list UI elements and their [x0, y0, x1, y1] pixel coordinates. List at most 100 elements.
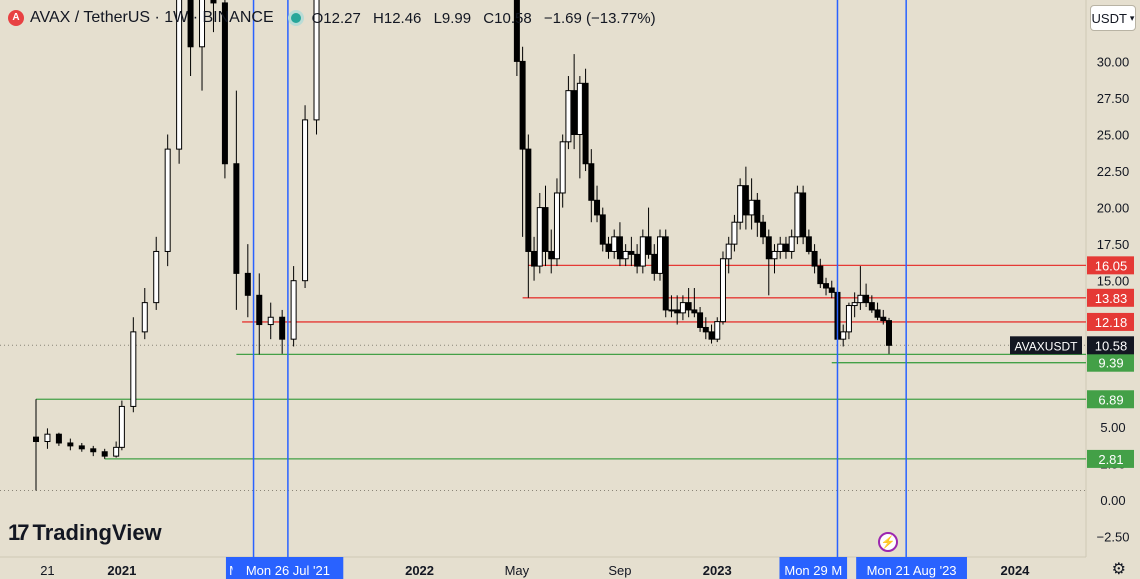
- candle-body: [719, 258, 726, 323]
- candle-body: [794, 192, 801, 238]
- bolt-icon[interactable]: ⚡: [878, 532, 898, 552]
- tradingview-mark-icon: 17: [8, 520, 30, 545]
- candle: [794, 185, 801, 245]
- candle-body: [880, 316, 887, 322]
- support-level-label-bg: [1087, 390, 1134, 409]
- candle: [565, 76, 572, 150]
- last-price-label: 10.58: [1095, 338, 1128, 353]
- candle: [290, 266, 297, 347]
- y-axis-tick-label: 0.00: [1100, 493, 1125, 508]
- candle: [765, 229, 772, 296]
- candle-body: [725, 243, 732, 260]
- candle-body: [828, 287, 835, 293]
- currency-select-button[interactable]: USDT ▾: [1090, 5, 1136, 31]
- candle: [78, 442, 85, 452]
- candle: [599, 207, 606, 252]
- candle-body: [857, 294, 864, 304]
- candle: [874, 302, 881, 321]
- market-status-icon[interactable]: [287, 10, 304, 26]
- candle-body: [731, 221, 738, 245]
- candle: [639, 229, 646, 274]
- support-level-label-bg: [1087, 353, 1134, 372]
- candle: [708, 324, 715, 344]
- candle: [531, 236, 538, 281]
- candle: [611, 229, 618, 259]
- candle-body: [605, 243, 612, 252]
- candle-body: [78, 445, 85, 450]
- support-level-label-bg: [1087, 449, 1134, 468]
- symbol-price-tag: AVAXUSDT: [1015, 339, 1079, 353]
- ohlc-close-label: C: [483, 9, 495, 27]
- candle-body: [67, 442, 74, 447]
- candle: [645, 207, 652, 259]
- candle-body: [164, 148, 171, 252]
- candle: [868, 295, 875, 313]
- candle-body: [874, 309, 881, 318]
- candle-body: [553, 192, 560, 260]
- x-axis-tick-label: 2023: [703, 563, 732, 578]
- candle: [313, 0, 320, 135]
- candle-body: [233, 163, 240, 274]
- support-level-label: 2.81: [1098, 452, 1123, 467]
- x-axis-tick-label: 21: [40, 563, 54, 578]
- candle: [221, 0, 228, 179]
- candle-body: [559, 141, 566, 194]
- candle: [805, 229, 812, 255]
- x-axis-marker-label: Mon 26 Jul '21: [246, 563, 330, 578]
- candle: [662, 229, 669, 318]
- resistance-level-label: 12.18: [1095, 315, 1128, 330]
- tradingview-logo[interactable]: 17 TradingView: [8, 520, 162, 546]
- candle: [731, 214, 738, 252]
- candle-body: [886, 320, 892, 346]
- candle: [880, 309, 887, 325]
- x-axis-tick-label: 2022: [405, 563, 434, 578]
- y-axis-tick-label: 15.00: [1097, 274, 1130, 289]
- ohlc-readout: O12.27 H12.46 L9.99 C10.58 −1.69 (−13.77…: [312, 10, 664, 27]
- candle-body: [221, 2, 228, 165]
- resistance-level-label-bg: [1087, 312, 1134, 331]
- candle-body: [565, 90, 572, 143]
- candle-body: [256, 294, 263, 326]
- candle-body: [634, 253, 641, 267]
- candle: [233, 90, 240, 310]
- candle-body: [662, 236, 669, 311]
- symbol-price-tag-bg: [1010, 336, 1082, 355]
- candle-body: [267, 316, 274, 326]
- candle: [594, 185, 601, 223]
- gear-icon[interactable]: ⚙: [1111, 561, 1126, 578]
- last-price-label-bg: [1087, 336, 1134, 355]
- candle: [725, 236, 732, 274]
- candle: [840, 324, 847, 347]
- candle: [44, 428, 51, 449]
- candle-body: [651, 253, 658, 274]
- candle-body: [55, 433, 62, 444]
- candle: [777, 236, 784, 259]
- candle-body: [754, 199, 761, 223]
- y-axis-tick-label: 20.00: [1097, 201, 1130, 216]
- candle-body: [868, 302, 875, 311]
- y-axis-tick-label: 17.50: [1097, 237, 1130, 252]
- y-axis-tick-label: 27.50: [1097, 91, 1130, 106]
- candle: [113, 441, 120, 458]
- candle-body: [805, 236, 812, 252]
- candle-body: [531, 250, 538, 267]
- candle: [256, 273, 263, 355]
- candle-body: [760, 221, 767, 238]
- candle: [141, 288, 148, 340]
- candle-body: [685, 302, 692, 311]
- y-axis-tick-label: 22.50: [1097, 164, 1130, 179]
- tradingview-wordmark: TradingView: [32, 520, 162, 545]
- ohlc-close-value: 10.58: [494, 9, 532, 27]
- candle-body: [771, 250, 778, 260]
- candle: [199, 0, 206, 91]
- y-axis-tick-label: −2.50: [1097, 530, 1130, 545]
- candle: [857, 266, 864, 310]
- candle: [513, 0, 520, 77]
- candle: [628, 236, 635, 267]
- symbol-title[interactable]: AVAX / TetherUS · 1W · BINANCE: [30, 9, 274, 26]
- candle: [279, 309, 286, 354]
- candle-body: [777, 243, 784, 252]
- candle: [828, 280, 835, 299]
- candle: [267, 302, 274, 340]
